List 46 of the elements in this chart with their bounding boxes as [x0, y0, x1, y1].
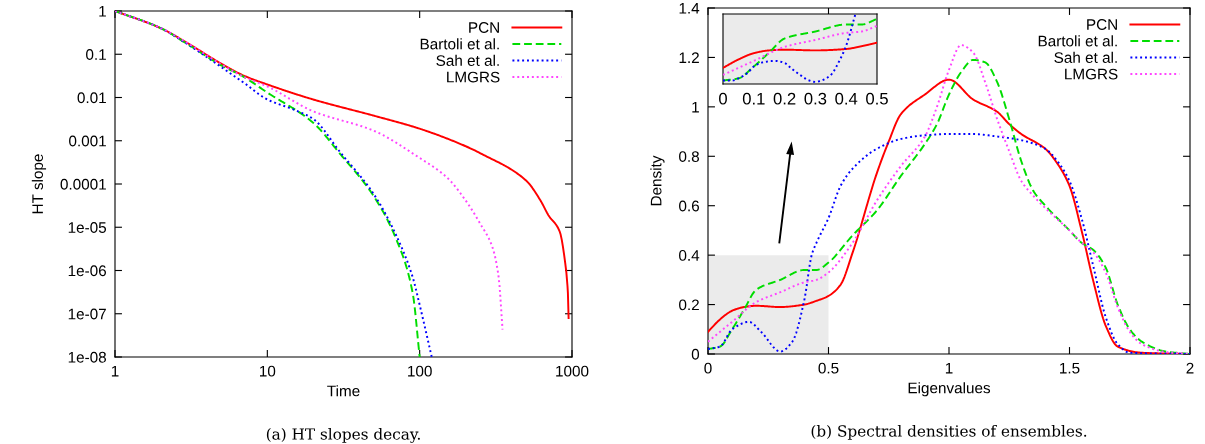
y-tick-label: 1e-06	[68, 265, 106, 277]
x-tick-label: 1	[111, 365, 119, 377]
y-tick-label: 0.01	[77, 92, 106, 104]
x-tick-label: 0.2	[773, 92, 796, 105]
x-tick-label: 1	[945, 362, 953, 374]
legend-label: Bartoli et al.	[420, 38, 499, 50]
legend-label: LMGRS	[447, 71, 500, 83]
y-tick-label: 0.2	[679, 299, 699, 311]
y-tick-label: 1.4	[679, 3, 700, 14]
x-tick-label: 0.4	[835, 92, 858, 105]
y-tick-label: 0	[691, 348, 700, 360]
y-tick-label: 0.6	[679, 200, 699, 212]
legend-label: PCN	[1087, 19, 1117, 30]
y-axis-title: HT slope	[31, 154, 47, 214]
x-tick-label: 0.5	[818, 362, 839, 374]
x-tick-label: 0.1	[742, 92, 765, 105]
legend-label: Sah et al.	[1054, 51, 1117, 63]
y-tick-label: 0.001	[69, 135, 106, 147]
x-axis-title: Time	[327, 385, 360, 397]
y-tick-label: 1.2	[679, 52, 699, 63]
x-tick-label: 0	[719, 92, 727, 105]
legend-label: PCN	[469, 22, 499, 33]
x-axis-title: Eigenvalues	[908, 382, 991, 397]
text: (b) Spectral densities of ensembles.	[811, 424, 1087, 440]
y-tick-label: 1e-08	[68, 351, 107, 363]
text: (a) HT slopes decay.	[266, 427, 420, 443]
legend-label: Sah et al.	[436, 54, 499, 66]
x-tick-label: 1.5	[1060, 362, 1080, 374]
y-tick-label: 1	[99, 6, 106, 17]
y-tick-label: 0.1	[86, 49, 106, 60]
y-tick-label: 0.8	[679, 151, 699, 162]
x-tick-label: 0.3	[804, 92, 827, 105]
x-tick-label: 10	[260, 365, 276, 377]
y-tick-label: 0.4	[679, 250, 700, 261]
y-tick-label: 0.0001	[60, 178, 106, 190]
y-tick-label: 1e-05	[68, 222, 107, 233]
y-tick-label: 1	[692, 101, 699, 113]
legend-label: Bartoli et al.	[1038, 35, 1117, 47]
x-tick-label: 0.5	[866, 92, 888, 105]
y-axis-title: Density	[650, 155, 665, 206]
x-tick-label: 1000	[556, 365, 589, 377]
legend-label: LMGRS	[1065, 68, 1118, 80]
y-tick-label: 1e-07	[68, 308, 106, 320]
x-tick-label: 0	[704, 362, 712, 374]
x-tick-label: 100	[408, 365, 432, 377]
x-tick-label: 2	[1186, 362, 1194, 374]
